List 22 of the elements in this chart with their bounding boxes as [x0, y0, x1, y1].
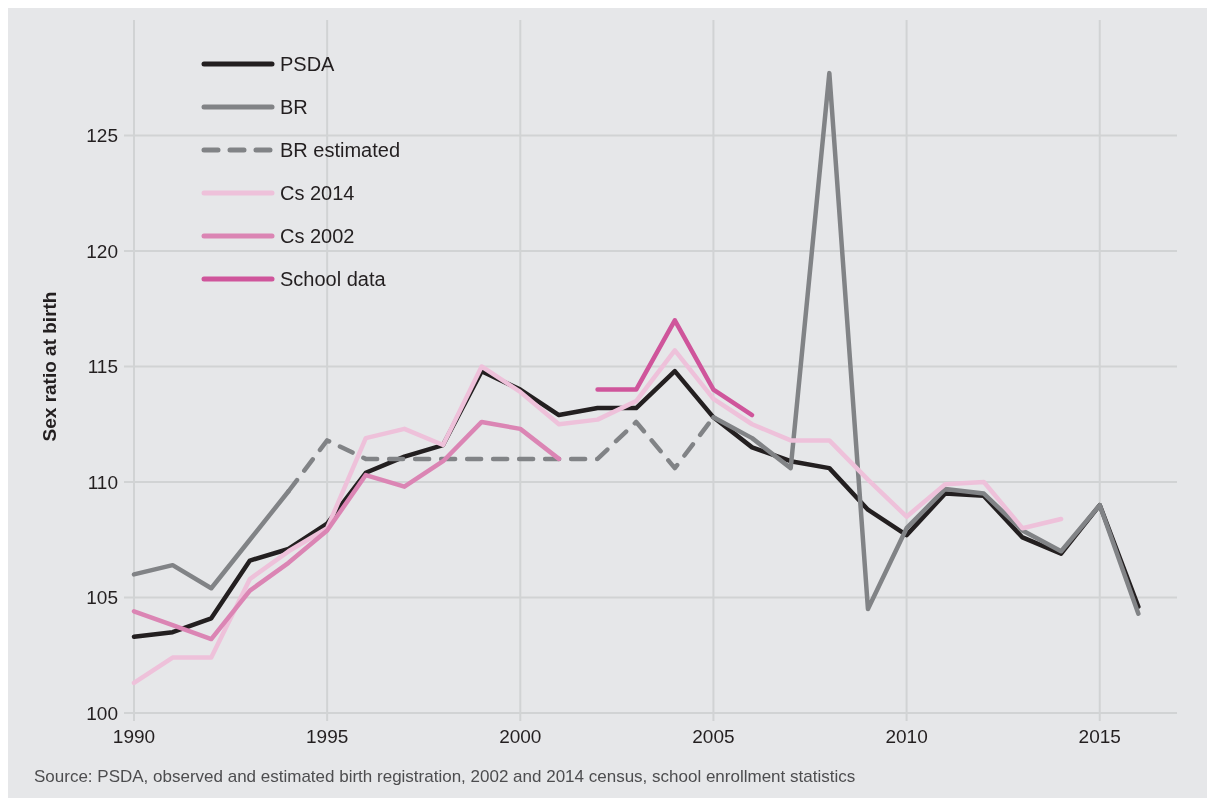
line-series — [131, 419, 562, 642]
legend-label: Cs 2014 — [280, 182, 355, 204]
y-axis-title: Sex ratio at birth — [39, 291, 60, 442]
y-tick-label: 120 — [86, 240, 118, 262]
x-tick-label: 2005 — [692, 726, 735, 747]
legend-label: Cs 2002 — [280, 225, 355, 247]
x-tick-label: 1990 — [112, 726, 156, 747]
y-tick-label: 115 — [87, 356, 118, 378]
y-tick-label: 110 — [87, 471, 118, 493]
y-tick-label: 125 — [86, 125, 118, 147]
y-tick-label: 105 — [86, 587, 118, 609]
x-tick-label: 2010 — [885, 726, 928, 747]
x-tick-label: 1995 — [306, 726, 349, 747]
source-note: Source: PSDA, observed and estimated birth registration, 2002 and 2014 census, school enrollment statistics — [34, 767, 856, 786]
y-tick-label: 100 — [86, 702, 118, 724]
line-series — [131, 348, 1064, 686]
legend-label: BR estimated — [280, 139, 401, 161]
x-tick-label: 2000 — [499, 726, 542, 747]
legend-label: PSDA — [280, 53, 336, 75]
legend-label: BR — [280, 96, 308, 118]
legend-label: School data — [280, 268, 387, 290]
x-tick-label: 2015 — [1078, 726, 1121, 747]
